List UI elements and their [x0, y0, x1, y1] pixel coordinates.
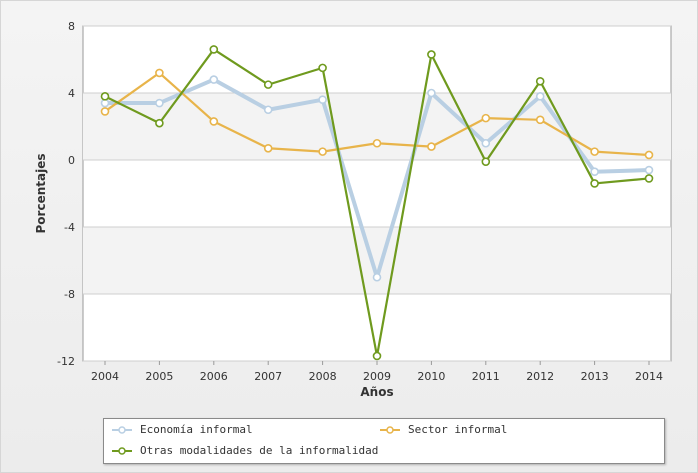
plot-area — [82, 25, 672, 362]
legend-marker-icon — [380, 425, 400, 434]
y-tick-label: 4 — [68, 87, 75, 100]
data-point[interactable] — [644, 174, 654, 183]
data-point[interactable] — [644, 165, 654, 175]
legend: Economía informal Sector informal Otras … — [103, 418, 665, 464]
data-point[interactable] — [535, 92, 545, 101]
data-point[interactable] — [535, 76, 545, 86]
grid-band — [83, 227, 671, 294]
legend-item-economia-informal[interactable]: Economía informal — [112, 423, 253, 436]
data-point[interactable] — [263, 80, 273, 89]
legend-marker-icon — [112, 425, 132, 434]
series-3 — [100, 45, 654, 361]
data-point[interactable] — [372, 272, 382, 282]
y-tick-label: 8 — [68, 20, 75, 33]
data-point[interactable] — [427, 50, 436, 59]
x-tick-label: 2009 — [363, 370, 391, 383]
data-point[interactable] — [100, 92, 110, 101]
data-point[interactable] — [209, 117, 219, 126]
data-point[interactable] — [590, 147, 599, 156]
data-point[interactable] — [481, 138, 491, 148]
data-point[interactable] — [100, 107, 110, 116]
data-point[interactable] — [209, 75, 219, 84]
x-tick-label: 2010 — [417, 370, 445, 383]
data-point[interactable] — [263, 143, 273, 153]
data-point[interactable] — [427, 142, 436, 151]
data-point[interactable] — [155, 98, 164, 108]
series-2 — [100, 68, 654, 160]
x-axis-title: Años — [360, 385, 393, 399]
x-tick-label: 2013 — [581, 370, 609, 383]
legend-marker-icon — [112, 446, 132, 455]
data-point[interactable] — [535, 115, 545, 125]
grid-band — [83, 93, 671, 160]
data-point[interactable] — [372, 351, 382, 361]
data-point[interactable] — [481, 157, 491, 166]
x-tick-label: 2012 — [526, 370, 554, 383]
legend-label: Otras modalidades de la informalidad — [140, 444, 379, 457]
series-1 — [100, 75, 654, 282]
data-point[interactable] — [155, 68, 164, 78]
x-tick-label: 2011 — [472, 370, 500, 383]
legend-item-otras-modalidades[interactable]: Otras modalidades de la informalidad — [112, 444, 378, 457]
y-axis-title: Porcentajes — [34, 154, 48, 234]
data-point[interactable] — [209, 45, 219, 54]
data-point[interactable] — [590, 179, 599, 188]
legend-label: Sector informal — [408, 423, 508, 436]
x-tick-label: 2014 — [635, 370, 663, 383]
data-point[interactable] — [318, 147, 327, 156]
y-tick-label: -4 — [64, 221, 75, 234]
x-tick-label: 2008 — [309, 370, 337, 383]
y-tick-label: -12 — [57, 355, 75, 368]
data-point[interactable] — [155, 118, 164, 128]
data-point[interactable] — [318, 63, 327, 73]
x-tick-label: 2004 — [91, 370, 119, 383]
x-tick-label: 2007 — [254, 370, 282, 383]
data-point[interactable] — [263, 105, 273, 115]
x-tick-label: 2005 — [145, 370, 173, 383]
data-point[interactable] — [590, 167, 599, 177]
data-point[interactable] — [481, 113, 491, 123]
data-point[interactable] — [427, 88, 436, 98]
data-point[interactable] — [318, 95, 327, 104]
y-tick-label: 0 — [68, 154, 75, 167]
data-point[interactable] — [644, 150, 654, 160]
legend-label: Economía informal — [140, 423, 253, 436]
legend-item-sector-informal[interactable]: Sector informal — [380, 423, 507, 436]
x-tick-label: 2006 — [200, 370, 228, 383]
y-tick-label: -8 — [64, 288, 75, 301]
data-point[interactable] — [372, 138, 382, 148]
